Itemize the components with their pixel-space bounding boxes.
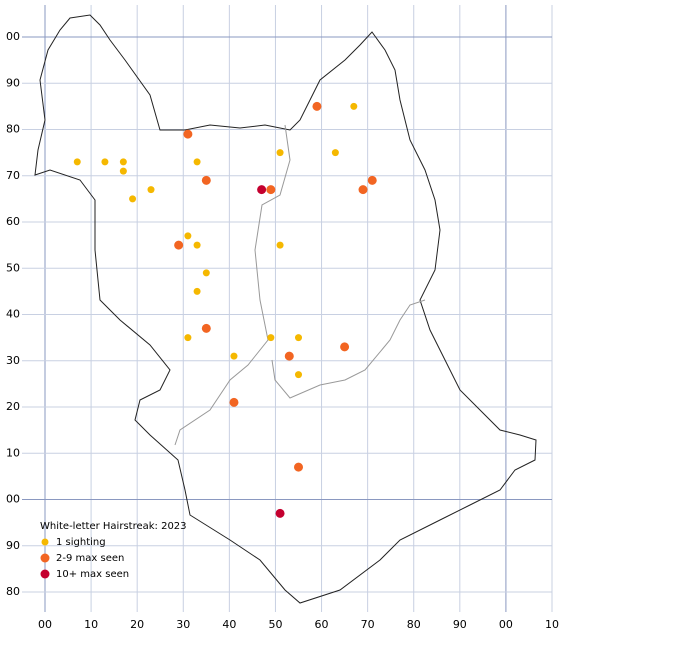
sighting	[193, 287, 201, 295]
sighting	[193, 241, 201, 249]
sighting	[276, 241, 284, 249]
sighting	[295, 334, 302, 342]
sighting	[358, 185, 368, 195]
sighting	[230, 352, 238, 360]
sighting	[284, 351, 294, 361]
sighting	[331, 149, 339, 157]
x-tick-label: 00	[499, 618, 513, 631]
x-tick-label: 10	[545, 618, 559, 631]
legend-label: 10+ max seen	[56, 569, 129, 580]
sighting	[229, 397, 239, 407]
x-tick-label: 70	[361, 618, 375, 631]
y-tick-label: 70	[6, 169, 20, 182]
x-tick-label: 00	[38, 618, 52, 631]
x-tick-label: 40	[222, 618, 236, 631]
x-tick-label: 80	[407, 618, 421, 631]
legend-marker	[40, 569, 50, 579]
sighting	[119, 158, 127, 166]
y-tick-label: 80	[6, 123, 20, 136]
sighting	[275, 508, 285, 518]
x-tick-label: 20	[130, 618, 144, 631]
sighting	[73, 158, 81, 166]
y-tick-label: 00	[6, 493, 20, 506]
y-tick-label: 30	[6, 354, 20, 367]
sighting	[294, 462, 303, 472]
y-tick-label: 40	[6, 308, 20, 321]
y-tick-label: 10	[6, 446, 20, 459]
y-tick-label: 20	[6, 400, 20, 413]
y-tick-label: 90	[6, 76, 20, 89]
legend-marker	[41, 538, 49, 546]
district-boundary	[174, 124, 291, 446]
sighting	[183, 129, 193, 139]
sighting	[101, 158, 109, 166]
sighting	[174, 240, 184, 250]
sighting	[119, 167, 127, 175]
x-tick-label: 10	[84, 618, 98, 631]
legend-marker	[40, 553, 50, 563]
sighting	[340, 342, 350, 352]
sighting	[367, 175, 377, 185]
y-tick-label: 60	[6, 215, 20, 228]
sighting	[147, 186, 155, 194]
x-tick-label: 50	[268, 618, 282, 631]
sighting	[266, 185, 276, 195]
sighting	[267, 334, 275, 342]
legend-label: 1 sighting	[56, 537, 106, 548]
county-boundary	[34, 14, 537, 604]
y-tick-label: 50	[6, 261, 20, 274]
sighting	[257, 185, 267, 195]
legend-title: White-letter Hairstreak: 2023	[40, 521, 187, 532]
sighting	[184, 232, 192, 240]
sighting	[295, 371, 302, 379]
y-tick-label: 00	[6, 30, 20, 43]
sighting	[350, 102, 358, 110]
sighting	[201, 175, 211, 185]
legend-label: 2-9 max seen	[56, 553, 124, 564]
sighting	[193, 158, 201, 166]
y-tick-label: 80	[6, 585, 20, 598]
sighting	[312, 101, 322, 111]
x-tick-label: 60	[315, 618, 329, 631]
sighting	[201, 323, 211, 333]
sighting	[276, 149, 284, 157]
x-tick-label: 90	[453, 618, 467, 631]
x-tick-label: 30	[176, 618, 190, 631]
district-boundary	[271, 299, 426, 399]
sighting	[202, 269, 210, 277]
sighting	[184, 334, 192, 342]
sighting	[129, 195, 137, 203]
y-tick-label: 90	[6, 539, 20, 552]
